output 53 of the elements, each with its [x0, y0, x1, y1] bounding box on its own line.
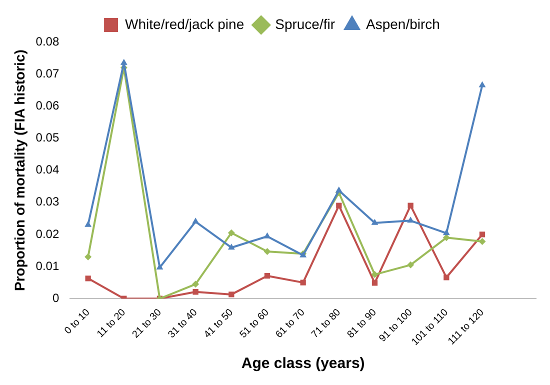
point [478, 238, 486, 246]
point [228, 292, 234, 298]
point [192, 218, 200, 224]
point [442, 234, 450, 242]
y-tick-label: 0.08 [36, 34, 60, 48]
point [85, 276, 91, 282]
x-tick-label: 71 to 80 [310, 306, 344, 340]
y-tick-label: 0.07 [36, 66, 60, 80]
y-tick-label: 0 [52, 290, 60, 305]
legend-label: Aspen/birch [366, 16, 440, 32]
point [478, 81, 486, 88]
x-tick-label: 61 to 70 [274, 306, 308, 340]
point [407, 216, 414, 223]
point [300, 280, 306, 286]
point [335, 186, 342, 193]
x-tick-label: 51 to 60 [238, 306, 272, 340]
legend-label: Spruce/fir [275, 16, 336, 32]
point [442, 229, 450, 236]
point [84, 253, 92, 260]
point [479, 232, 486, 238]
x-tick-label: 41 to 50 [202, 306, 236, 340]
y-tick-label: 0.06 [36, 98, 60, 112]
point [264, 232, 271, 238]
legend-label: White/red/jack pine [125, 16, 244, 32]
point [371, 218, 378, 225]
y-axis-title: Proportion of mortality (FIA historic) [11, 50, 28, 291]
y-tick-label: 0.04 [36, 162, 60, 177]
point [228, 244, 235, 250]
point [120, 58, 128, 65]
y-tick-label: 0.01 [36, 258, 60, 273]
x-tick-label: 111 to 120 [446, 306, 487, 348]
point [336, 202, 342, 208]
y-tick-label: 0.05 [36, 130, 60, 145]
point [408, 202, 414, 208]
x-tick-label: 81 to 90 [345, 306, 380, 340]
point [228, 229, 235, 236]
point [192, 289, 198, 295]
point [192, 280, 200, 288]
y-tick-label: 0.02 [36, 226, 60, 241]
point [84, 220, 92, 227]
x-tick-label: 0 to 10 [62, 306, 92, 337]
x-tick-label: 21 to 30 [130, 306, 164, 340]
point [371, 271, 378, 278]
x-tick-label: 11 to 20 [95, 306, 128, 340]
x-axis-title: Age class (years) [241, 355, 365, 372]
x-tick-label: 31 to 40 [166, 306, 200, 340]
point [407, 261, 414, 268]
point [264, 248, 271, 255]
point [372, 280, 378, 286]
point [444, 274, 450, 280]
point [156, 264, 164, 270]
y-tick-label: 0.03 [36, 194, 60, 209]
point [264, 273, 270, 279]
